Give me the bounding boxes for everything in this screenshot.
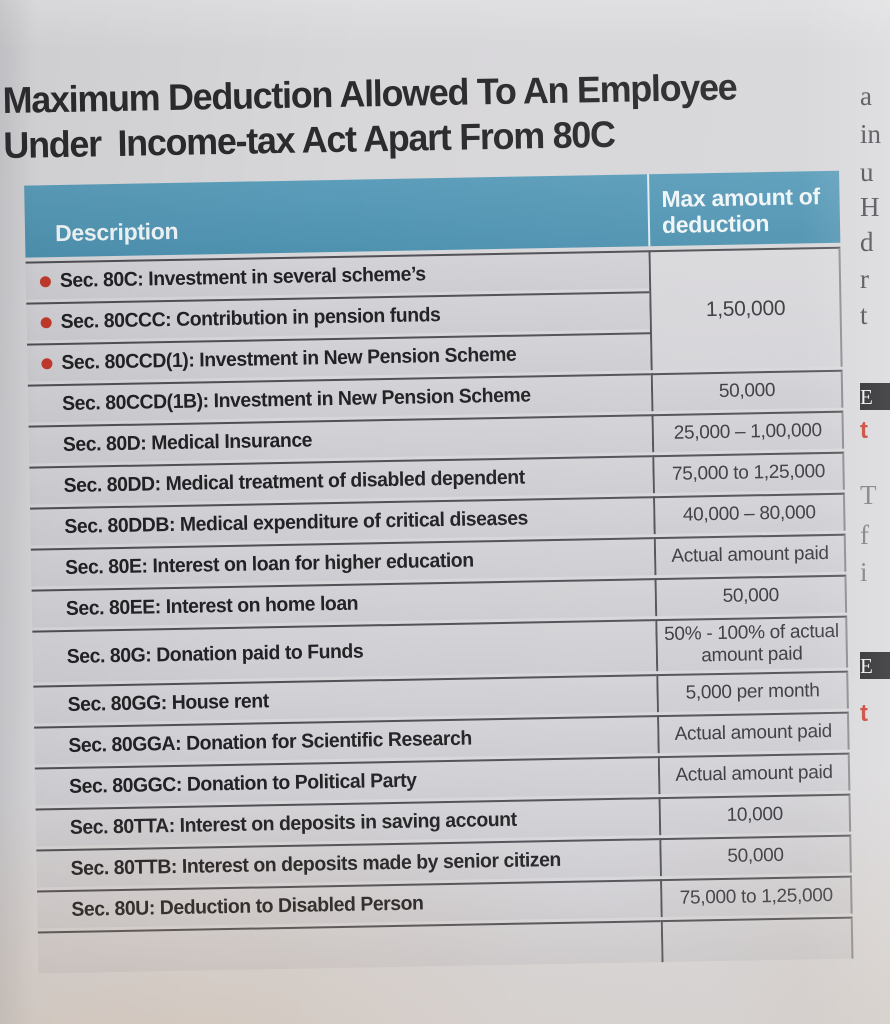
clipped-text-fragment: T <box>860 480 877 510</box>
max-amount-text: 50,000 <box>727 844 784 867</box>
row-description-text: Sec. 80TTA: Interest on deposits in savi… <box>69 808 517 839</box>
bullet-icon <box>41 358 53 370</box>
row-description-text: Sec. 80TTB: Interest on deposits made by… <box>70 848 562 880</box>
row-description-text: Sec. 80U: Deduction to Disabled Person <box>71 891 424 921</box>
clipped-text-fragment: f <box>860 520 869 550</box>
table-cell-max-amount: Actual amount paid <box>657 752 851 795</box>
table-cell-max-amount: 25,000 – 1,00,000 <box>651 410 845 453</box>
table-cell-max-amount: 75,000 to 1,25,000 <box>659 875 853 918</box>
table-header-max-amount: Max amount of deduction <box>647 170 841 247</box>
table-cell-max-amount: 50,000 <box>650 369 844 412</box>
row-description-text: Sec. 80G: Donation paid to Funds <box>66 640 364 668</box>
table-body: Sec. 80C: Investment in several scheme’s… <box>25 246 854 974</box>
row-description-text: Sec. 80GGC: Donation to Political Party <box>68 769 417 798</box>
row-description-text: Sec. 80D: Medical Insurance <box>62 428 313 456</box>
clipped-text-fragment: i <box>860 557 868 587</box>
max-amount-text: 75,000 to 1,25,000 <box>671 461 826 485</box>
table-cell-max-amount: Actual amount paid <box>653 533 847 576</box>
table-row-partial <box>37 920 662 974</box>
table-header-row: Description Max amount of deduction <box>24 170 841 258</box>
clipped-text-fragment: d <box>860 227 874 257</box>
row-description-text: Sec. 80GG: House rent <box>67 689 269 716</box>
bullet-icon <box>40 317 52 329</box>
max-amount-text: Actual amount paid <box>671 542 829 567</box>
row-description-text: Sec. 80DDB: Medical expenditure of criti… <box>64 506 529 538</box>
bullet-icon <box>39 276 52 288</box>
table-cell-max-amount: 5,000 per month <box>656 670 849 713</box>
table-header-description: Description <box>54 217 179 247</box>
max-amount-text: Actual amount paid <box>674 720 833 745</box>
clipped-text-fragment: a <box>860 81 872 111</box>
table-cell-max-amount: 40,000 – 80,000 <box>652 492 846 535</box>
table-cell-partial <box>660 916 854 963</box>
max-amount-text: 5,000 per month <box>685 680 820 704</box>
max-amount-text: 25,000 – 1,00,000 <box>673 420 823 444</box>
table-cell-max-amount: 1,50,000 <box>648 246 843 371</box>
max-amount-text: 10,000 <box>726 803 784 826</box>
table-row-description: Sec. 80G: Donation paid to Funds <box>32 619 657 683</box>
clipped-text-fragment: H <box>860 192 880 222</box>
row-description-text: Sec. 80CCC: Contribution in pension fund… <box>60 303 441 333</box>
row-description-text: Sec. 80DD: Medical treatment of disabled… <box>63 466 525 497</box>
max-amount-text: 50% - 100% of actual amount paid <box>663 620 839 667</box>
table-cell-max-amount: 75,000 to 1,25,000 <box>652 451 845 494</box>
max-amount-text: 50,000 <box>722 584 780 607</box>
table-cell-max-amount: 50,000 <box>659 834 852 877</box>
table-cell-max-amount: 50% - 100% of actual amount paid <box>655 615 849 672</box>
row-description-text: Sec. 80C: Investment in several scheme’s <box>59 262 426 292</box>
row-description-text: Sec. 80CCD(1): Investment in New Pension… <box>61 343 517 374</box>
clipped-text-fragment: r <box>860 264 869 294</box>
clipped-heading-fragment: E <box>860 383 890 410</box>
max-amount-text: 50,000 <box>718 379 776 402</box>
row-description-text: Sec. 80GGA: Donation for Scientific Rese… <box>68 727 472 757</box>
clipped-text-fragment: u <box>860 157 874 187</box>
deductions-table: Description Max amount of deduction Sec.… <box>24 170 854 974</box>
max-amount-text: 75,000 to 1,25,000 <box>679 884 834 909</box>
row-description-text: Sec. 80E: Interest on loan for higher ed… <box>64 548 474 579</box>
clipped-heading-fragment: E <box>860 652 890 679</box>
table-cell-max-amount: 10,000 <box>658 793 852 836</box>
row-description-text: Sec. 80EE: Interest on home loan <box>65 592 359 620</box>
table-cell-max-amount: 50,000 <box>654 574 848 617</box>
max-amount-text: Actual amount paid <box>675 761 833 786</box>
max-amount-text: 1,50,000 <box>705 296 786 322</box>
row-description-text: Sec. 80CCD(1B): Investment in New Pensio… <box>61 383 531 415</box>
clipped-text-fragment: t <box>860 700 868 727</box>
clipped-text-fragment: t <box>860 417 868 444</box>
table-cell-max-amount: Actual amount paid <box>656 711 850 754</box>
max-amount-text: 40,000 – 80,000 <box>682 502 816 526</box>
clipped-text-fragment: in <box>860 119 882 149</box>
clipped-text-fragment: t <box>860 300 868 330</box>
page-title: Maximum Deduction Allowed To An Employee… <box>2 63 809 168</box>
